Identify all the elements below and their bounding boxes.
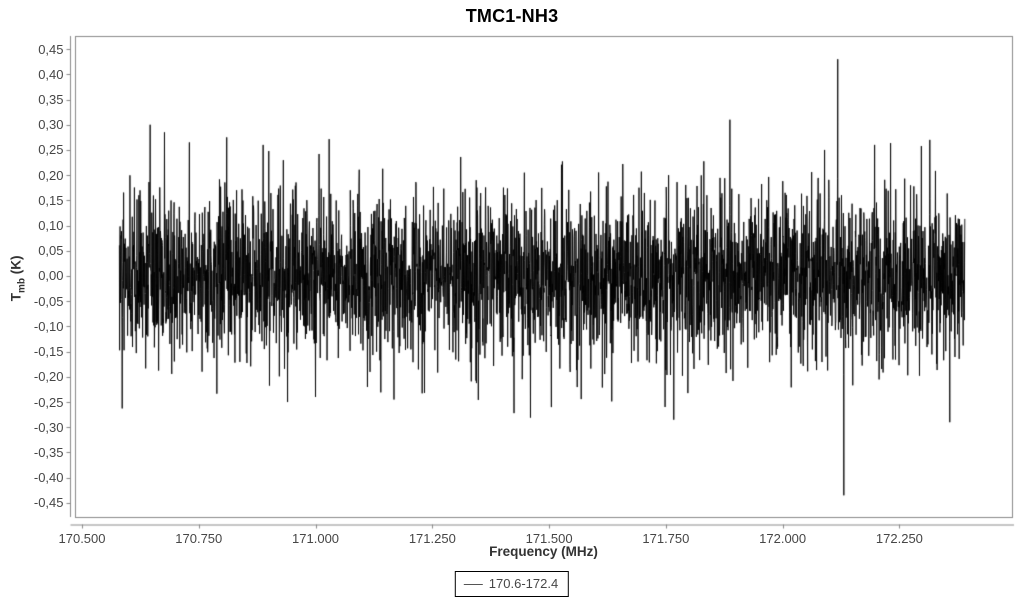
y-tick-label: 0,05 bbox=[38, 243, 64, 259]
legend: 170.6-172.4 bbox=[454, 571, 570, 597]
y-axis-label-unit: (K) bbox=[8, 255, 24, 278]
y-tick-label: -0,10 bbox=[33, 318, 64, 334]
y-tick-label: -0,05 bbox=[33, 293, 64, 309]
y-axis-label-base: T bbox=[8, 292, 24, 302]
y-tick-label: 0,20 bbox=[38, 167, 64, 183]
y-tick-label: 0,10 bbox=[38, 218, 64, 234]
y-tick-label: -0,15 bbox=[33, 344, 64, 360]
x-tick-label: 171.000 bbox=[292, 530, 340, 546]
y-tick-label: 0,30 bbox=[38, 117, 64, 133]
y-tick-label: 0,15 bbox=[38, 192, 64, 208]
y-tick-label: -0,25 bbox=[33, 394, 64, 410]
y-tick-label: 0,00 bbox=[38, 268, 64, 284]
x-tick-label: 170.750 bbox=[175, 530, 223, 546]
y-tick-label: 0,35 bbox=[38, 92, 64, 108]
legend-line-sample-icon bbox=[463, 583, 483, 585]
y-tick-label: -0,45 bbox=[33, 495, 64, 511]
y-axis-label: Tmb (K) bbox=[9, 148, 28, 408]
y-axis-label-subscript: mb bbox=[16, 277, 28, 293]
x-axis-label: Frequency (MHz) bbox=[489, 544, 598, 559]
y-tick-label: -0,30 bbox=[33, 419, 64, 435]
x-tick-label: 171.500 bbox=[525, 530, 573, 546]
y-tick-label: -0,40 bbox=[33, 470, 64, 486]
y-tick-label: 0,45 bbox=[38, 41, 64, 57]
y-tick-label: -0,20 bbox=[33, 369, 64, 385]
chart-title: TMC1-NH3 bbox=[465, 6, 559, 26]
x-tick-label: 170.500 bbox=[58, 530, 106, 546]
legend-label: 170.6-172.4 bbox=[488, 576, 559, 591]
y-tick-label: -0,35 bbox=[33, 444, 64, 460]
y-tick-label: 0,40 bbox=[38, 66, 64, 82]
x-tick-label: 172.000 bbox=[759, 530, 807, 546]
x-tick-label: 171.250 bbox=[408, 530, 456, 546]
x-tick-label: 171.750 bbox=[642, 530, 690, 546]
y-tick-label: 0,25 bbox=[38, 142, 64, 158]
x-tick-label: 172.250 bbox=[875, 530, 923, 546]
